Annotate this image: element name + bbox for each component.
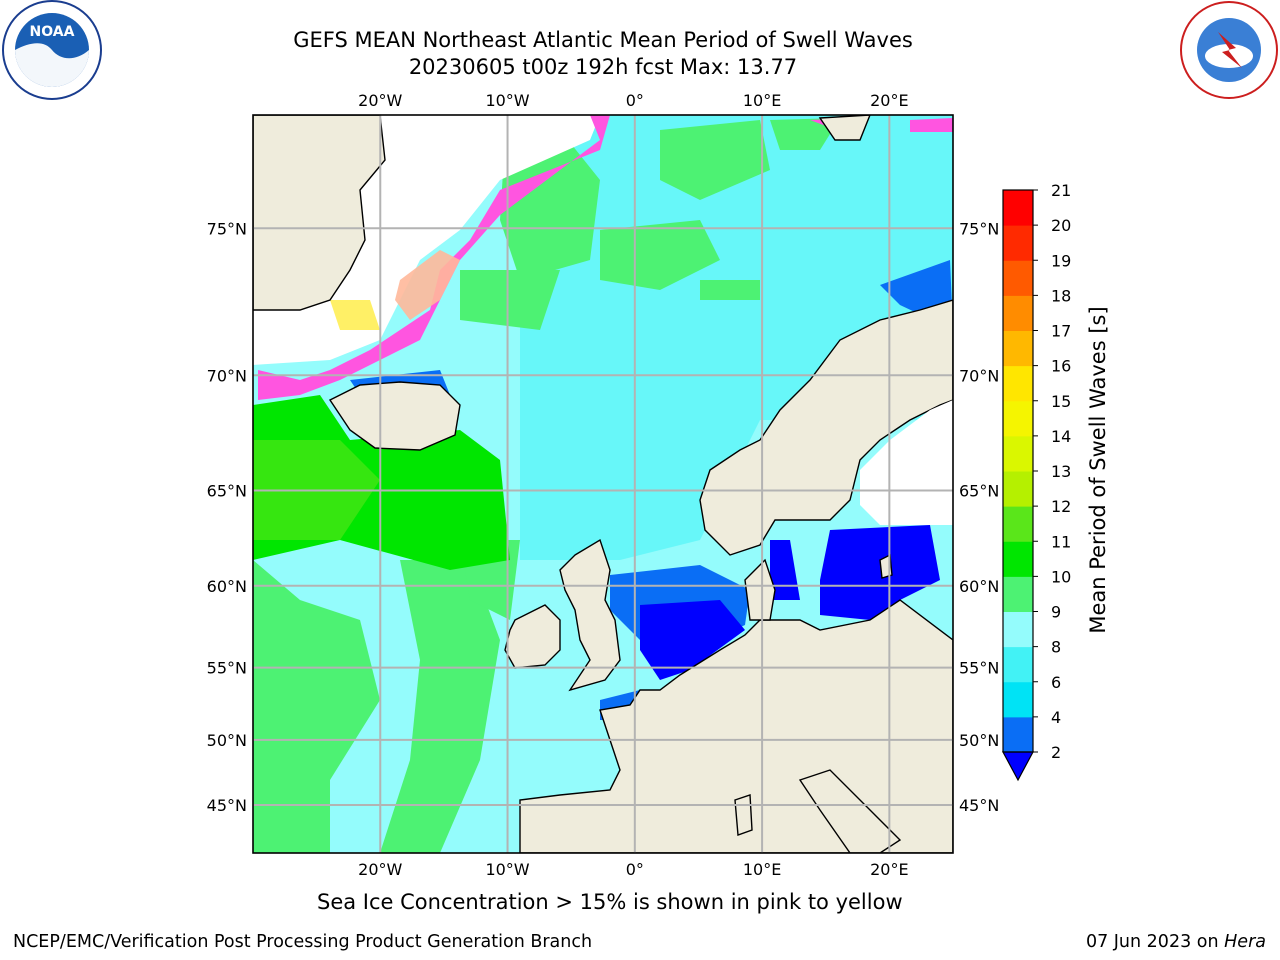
colorbar-segment bbox=[1003, 435, 1033, 472]
lat-tick-label-left: 50°N bbox=[207, 731, 247, 750]
colorbar-segment bbox=[1003, 611, 1033, 648]
colorbar-segment bbox=[1003, 506, 1033, 542]
lat-tick-label-right: 70°N bbox=[959, 366, 999, 385]
lat-tick-label-left: 65°N bbox=[207, 481, 247, 500]
lon-tick-label-top: 20°W bbox=[358, 91, 402, 110]
colorbar-tick-label: 17 bbox=[1051, 322, 1071, 341]
map-title: GEFS MEAN Northeast Atlantic Mean Period… bbox=[293, 28, 913, 52]
colorbar-tick-label: 10 bbox=[1051, 567, 1071, 586]
lat-labels-left: 75°N 70°N 65°N 60°N 55°N 50°N 45°N bbox=[207, 219, 247, 815]
colorbar-segment bbox=[1003, 681, 1033, 718]
swell-6-8-zone bbox=[520, 115, 953, 560]
great-britain bbox=[559, 538, 621, 692]
date-text: 07 Jun 2023 on bbox=[1085, 932, 1225, 952]
lon-tick-label-bottom: 10°W bbox=[485, 860, 529, 879]
nws-logo bbox=[1180, 1, 1278, 99]
lon-tick-label-bottom: 20°W bbox=[358, 860, 402, 879]
lat-tick-label-left: 45°N bbox=[207, 796, 247, 815]
host-name: Hera bbox=[1224, 932, 1266, 952]
colorbar-tick-label: 16 bbox=[1051, 357, 1071, 376]
colorbar-tick-label: 11 bbox=[1051, 532, 1071, 551]
colorbar-tick-label: 19 bbox=[1051, 251, 1071, 270]
greenland bbox=[253, 115, 386, 311]
colorbar-under-extension bbox=[1001, 751, 1035, 782]
lat-tick-label-right: 75°N bbox=[959, 219, 999, 238]
colorbar-segment bbox=[1003, 260, 1033, 296]
colorbar-tick-label: 13 bbox=[1051, 462, 1071, 481]
lon-labels-bottom: 20°W 10°W 0° 10°E 20°E bbox=[358, 860, 908, 879]
map-frame bbox=[252, 114, 954, 854]
colorbar-segment bbox=[1003, 471, 1033, 507]
colorbar-label: Mean Period of Swell Waves [s] bbox=[1086, 306, 1110, 633]
colorbar-segment bbox=[1003, 190, 1033, 226]
lon-tick-label-top: 0° bbox=[626, 91, 644, 110]
lat-tick-label-right: 60°N bbox=[959, 577, 999, 596]
lon-tick-label-top: 10°W bbox=[485, 91, 529, 110]
colorbar-tick-label: 15 bbox=[1051, 392, 1071, 411]
colorbar-tick-label: 20 bbox=[1051, 216, 1071, 235]
lat-tick-label-left: 70°N bbox=[207, 366, 247, 385]
colorbar-tick-label: 4 bbox=[1051, 708, 1061, 727]
colorbar-tick-label: 14 bbox=[1051, 427, 1071, 446]
colorbar-segment bbox=[1003, 716, 1033, 753]
map-field bbox=[253, 115, 953, 853]
iceland bbox=[328, 381, 461, 451]
lon-tick-label-bottom: 0° bbox=[626, 860, 644, 879]
date-stamp: 07 Jun 2023 on Hera bbox=[1086, 932, 1266, 952]
colorbar-segment bbox=[1003, 541, 1033, 577]
colorbar-segment bbox=[1003, 400, 1033, 437]
lon-tick-label-top: 20°E bbox=[870, 91, 908, 110]
lat-tick-label-left: 75°N bbox=[207, 219, 247, 238]
colorbar-segment bbox=[1003, 646, 1033, 683]
lon-labels-top: 20°W 10°W 0° 10°E 20°E bbox=[358, 91, 908, 110]
colorbar-tick-label: 8 bbox=[1051, 638, 1061, 657]
lon-tick-label-bottom: 10°E bbox=[743, 860, 781, 879]
colorbar-segment bbox=[1003, 365, 1033, 402]
lat-tick-label-right: 65°N bbox=[959, 481, 999, 500]
colorbar-tick-label: 12 bbox=[1051, 497, 1071, 516]
colorbar-segment bbox=[1003, 330, 1033, 367]
lon-tick-label-top: 10°E bbox=[743, 91, 781, 110]
colorbar-tick-label: 21 bbox=[1051, 181, 1071, 200]
colorbar-tick-label: 9 bbox=[1051, 603, 1061, 622]
noaa-logo: NOAA bbox=[2, 0, 102, 100]
colorbar-tick-label: 6 bbox=[1051, 673, 1061, 692]
credit-text: NCEP/EMC/Verification Post Processing Pr… bbox=[13, 932, 593, 952]
colorbar-segment bbox=[1003, 295, 1033, 331]
colorbar-tick-label: 2 bbox=[1051, 743, 1061, 762]
colorbar: 2 4 6 8 9 10 11 12 13 14 15 16 17 18 19 20 21 bbox=[1001, 181, 1071, 782]
lat-labels-right: 75°N 70°N 65°N 60°N 55°N 50°N 45°N bbox=[959, 219, 999, 815]
colorbar-segment bbox=[1003, 225, 1033, 261]
lon-tick-label-bottom: 20°E bbox=[870, 860, 908, 879]
lat-tick-label-right: 50°N bbox=[959, 731, 999, 750]
map-subtitle: 20230605 t00z 192h fcst Max: 13.77 bbox=[408, 55, 798, 79]
lat-tick-label-right: 45°N bbox=[959, 796, 999, 815]
swell-9-10-zone bbox=[253, 118, 840, 853]
map-gridlines bbox=[253, 115, 953, 853]
colorbar-tick-label: 18 bbox=[1051, 286, 1071, 305]
sea-ice-edge bbox=[258, 115, 610, 400]
colorbar-segment bbox=[1003, 576, 1033, 612]
lat-tick-label-left: 60°N bbox=[207, 577, 247, 596]
lat-tick-label-right: 55°N bbox=[959, 659, 999, 678]
noaa-logo-text: NOAA bbox=[30, 24, 75, 40]
lat-tick-label-left: 55°N bbox=[207, 659, 247, 678]
sea-ice-note: Sea Ice Concentration > 15% is shown in … bbox=[317, 890, 903, 914]
